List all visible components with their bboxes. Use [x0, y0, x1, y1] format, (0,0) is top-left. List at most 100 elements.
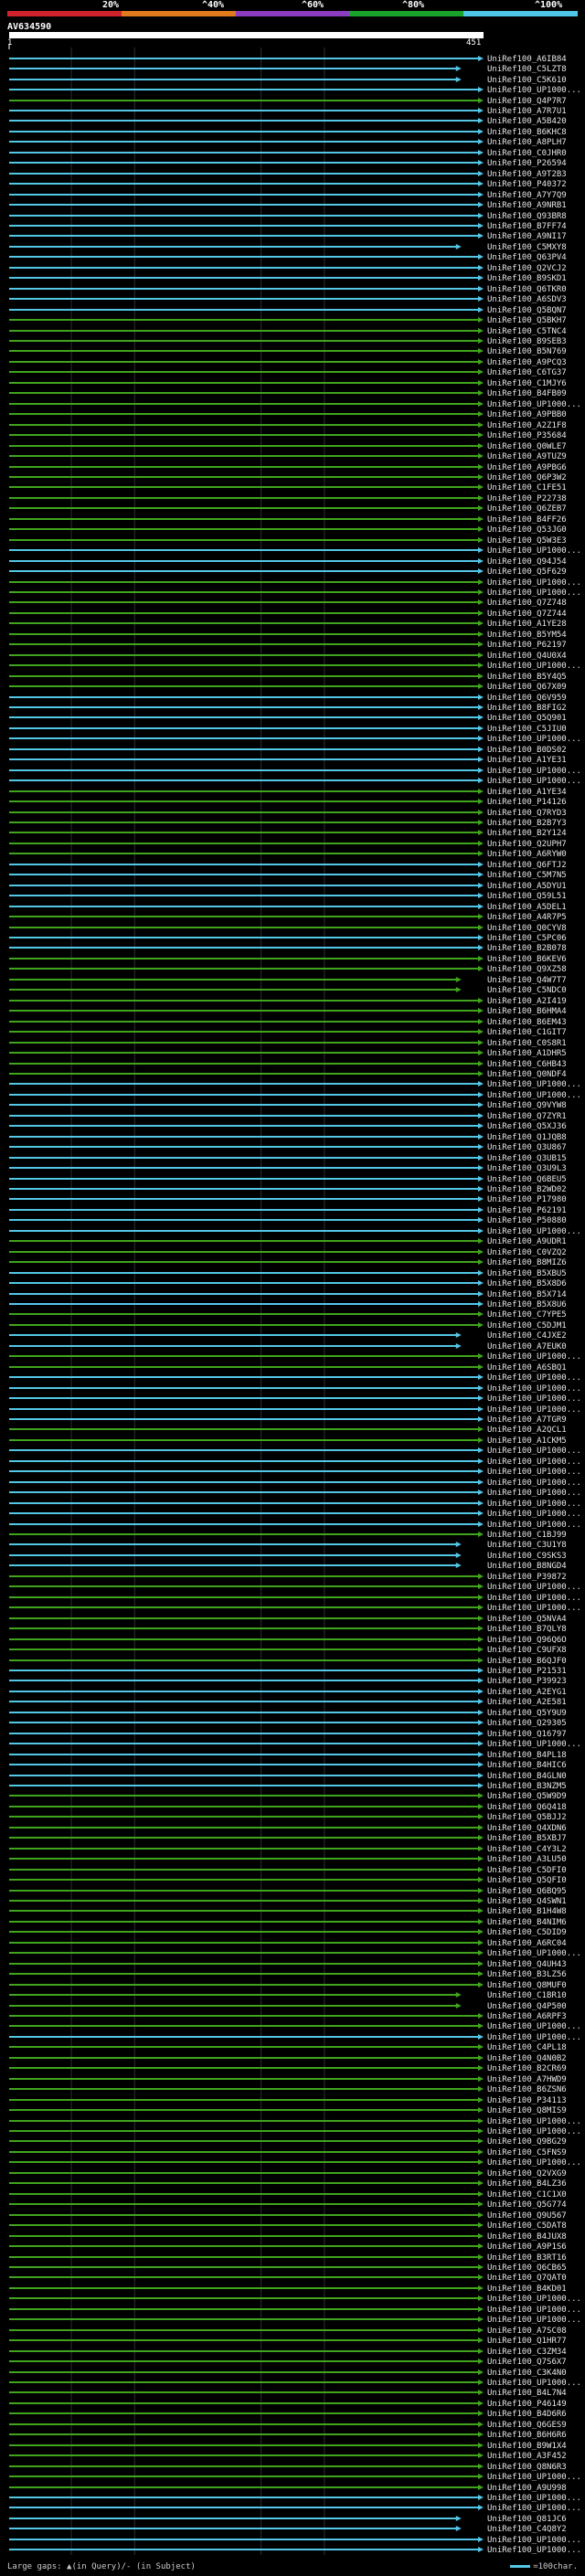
- hit-label: UniRef100_A5B420: [487, 117, 567, 126]
- color-seg-orange: [122, 11, 236, 16]
- hit-label: UniRef100_Q6V959: [487, 694, 567, 703]
- hit-arrow: [478, 1040, 484, 1045]
- hit-arrow: [478, 1092, 484, 1097]
- hit-row: UniRef100_A9PBG6: [9, 463, 567, 472]
- hit-label: UniRef100_Q9XZ58: [487, 965, 567, 974]
- hit-row: UniRef100_B5YM54: [9, 631, 567, 640]
- hit-arrow: [478, 1720, 484, 1725]
- hit-row: UniRef100_A1YE28: [9, 620, 567, 629]
- hit-arrow: [478, 2453, 484, 2458]
- hit-row: UniRef100_Q4SWN1: [9, 1897, 567, 1906]
- hit-label: UniRef100_P62191: [487, 1206, 567, 1215]
- hit-label: UniRef100_B2WD02: [487, 1185, 567, 1194]
- hit-label: UniRef100_B2CR69: [487, 2064, 567, 2073]
- hit-label: UniRef100_UP1000...: [487, 1447, 581, 1456]
- hit-row: UniRef100_C3U1Y8: [9, 1541, 567, 1550]
- hit-arrow: [478, 401, 484, 407]
- hit-label: UniRef100_Q5Q901: [487, 714, 567, 723]
- hit-arrow: [478, 2107, 484, 2113]
- hit-row: UniRef100_A5B420: [9, 117, 567, 126]
- hit-row: UniRef100_A9TUZ9: [9, 452, 567, 461]
- hit-arrow: [478, 171, 484, 176]
- hit-row: UniRef100_Q8MUF0: [9, 1981, 567, 1990]
- hit-arrow: [478, 2149, 484, 2155]
- hit-arrow: [478, 317, 484, 323]
- hit-label: UniRef100_Q5BJJ2: [487, 1813, 567, 1822]
- hit-label: UniRef100_Q53JG0: [487, 525, 567, 535]
- hit-label: UniRef100_P46149: [487, 2400, 567, 2409]
- hit-label: UniRef100_Q2VXG9: [487, 2169, 567, 2178]
- hit-row: UniRef100_UP1000...: [9, 1447, 581, 1456]
- hit-arrow: [478, 1511, 484, 1516]
- hit-row: UniRef100_UP1000...: [9, 1227, 581, 1236]
- hit-label: UniRef100_UP1000...: [487, 2316, 581, 2325]
- hit-arrow: [455, 2003, 462, 2009]
- hit-row: UniRef100_A5DYU1: [9, 882, 567, 891]
- hit-label: UniRef100_C4JXE2: [487, 1331, 567, 1341]
- hit-row: UniRef100_UP1000...: [9, 1500, 581, 1509]
- hit-label: UniRef100_Q2UPH7: [487, 840, 567, 849]
- hit-label: UniRef100_UP1000...: [487, 735, 581, 744]
- hit-label: UniRef100_A6IB84: [487, 55, 567, 64]
- hit-row: UniRef100_B0DS02: [9, 746, 567, 755]
- hit-label: UniRef100_Q29305: [487, 1719, 567, 1728]
- hit-label: UniRef100_B6HMA4: [487, 1007, 567, 1016]
- hit-row: UniRef100_A2EYG1: [9, 1688, 567, 1697]
- hit-label: UniRef100_UP1000...: [487, 1080, 581, 1089]
- hit-arrow: [478, 1689, 484, 1694]
- hit-arrow: [478, 2295, 484, 2301]
- hit-arrow: [478, 2243, 484, 2249]
- hit-arrow: [478, 1050, 484, 1055]
- hit-label: UniRef100_C1BR10: [487, 1991, 567, 2000]
- hit-label: UniRef100_Q9BG29: [487, 2137, 567, 2147]
- hit-row: UniRef100_Q6FTJ2: [9, 861, 567, 870]
- hit-row: UniRef100_Q7QAT0: [9, 2274, 567, 2283]
- hit-row: UniRef100_Q96Q6O: [9, 1636, 567, 1645]
- hit-arrow: [478, 810, 484, 815]
- hit-arrow: [478, 1773, 484, 1778]
- hit-label: UniRef100_Q5XJ36: [487, 1122, 567, 1131]
- hit-label: UniRef100_Q4P7R7: [487, 97, 567, 106]
- hit-label: UniRef100_B5XBU5: [487, 1269, 567, 1278]
- identity-scale: 20% ^40% ^60% ^80% ^100%: [0, 0, 585, 20]
- hit-arrow: [478, 1940, 484, 1945]
- identity-tick-100: ^100%: [535, 0, 563, 10]
- hit-arrow: [478, 1950, 484, 1956]
- hit-label: UniRef100_UP1000...: [487, 2022, 581, 2031]
- hit-arrow: [478, 265, 484, 270]
- hit-label: UniRef100_UP1000...: [487, 1405, 581, 1415]
- hit-label: UniRef100_C5K610: [487, 76, 567, 85]
- hit-row: UniRef100_A7SC08: [9, 2327, 567, 2336]
- hit-label: UniRef100_C5M7N5: [487, 871, 567, 880]
- hit-row: UniRef100_C0JHR0: [9, 149, 567, 158]
- hit-arrow: [478, 1447, 484, 1453]
- hit-arrow: [478, 2222, 484, 2228]
- hit-label: UniRef100_B3RT16: [487, 2253, 567, 2263]
- hit-label: UniRef100_UP1000...: [487, 400, 581, 409]
- hit-label: UniRef100_A3LU50: [487, 1855, 567, 1864]
- hit-arrow: [478, 1678, 484, 1683]
- hit-label: UniRef100_Q6TKR0: [487, 285, 567, 294]
- hit-arrow: [478, 1374, 484, 1380]
- hit-row: UniRef100_B5X8D6: [9, 1279, 567, 1288]
- hit-arrow: [478, 192, 484, 197]
- hit-row: UniRef100_C5MXY8: [9, 243, 567, 252]
- hit-row: UniRef100_A2Z1F8: [9, 421, 567, 430]
- hit-label: UniRef100_Q0WLE7: [487, 442, 567, 451]
- hit-row: UniRef100_Q29305: [9, 1719, 567, 1728]
- hit-row: UniRef100_B4LZ36: [9, 2179, 567, 2189]
- hit-row: UniRef100_B5XBU5: [9, 1269, 567, 1278]
- hit-arrow: [478, 1468, 484, 1474]
- hit-label: UniRef100_P35684: [487, 431, 567, 440]
- hit-label: UniRef100_B4NIM6: [487, 1918, 567, 1927]
- hit-arrow: [455, 2516, 462, 2521]
- hit-label: UniRef100_UP1000...: [487, 588, 581, 598]
- hit-arrow: [478, 1385, 484, 1391]
- hit-label: UniRef100_Q6CB65: [487, 2263, 567, 2273]
- hit-label: UniRef100_C4PL18: [487, 2043, 567, 2052]
- hit-arrow: [478, 1605, 484, 1610]
- hit-arrow: [478, 2348, 484, 2354]
- hit-row: UniRef100_A7EUK0: [9, 1342, 567, 1352]
- hit-label: UniRef100_P22738: [487, 494, 567, 504]
- hit-row: UniRef100_C6HB43: [9, 1060, 567, 1069]
